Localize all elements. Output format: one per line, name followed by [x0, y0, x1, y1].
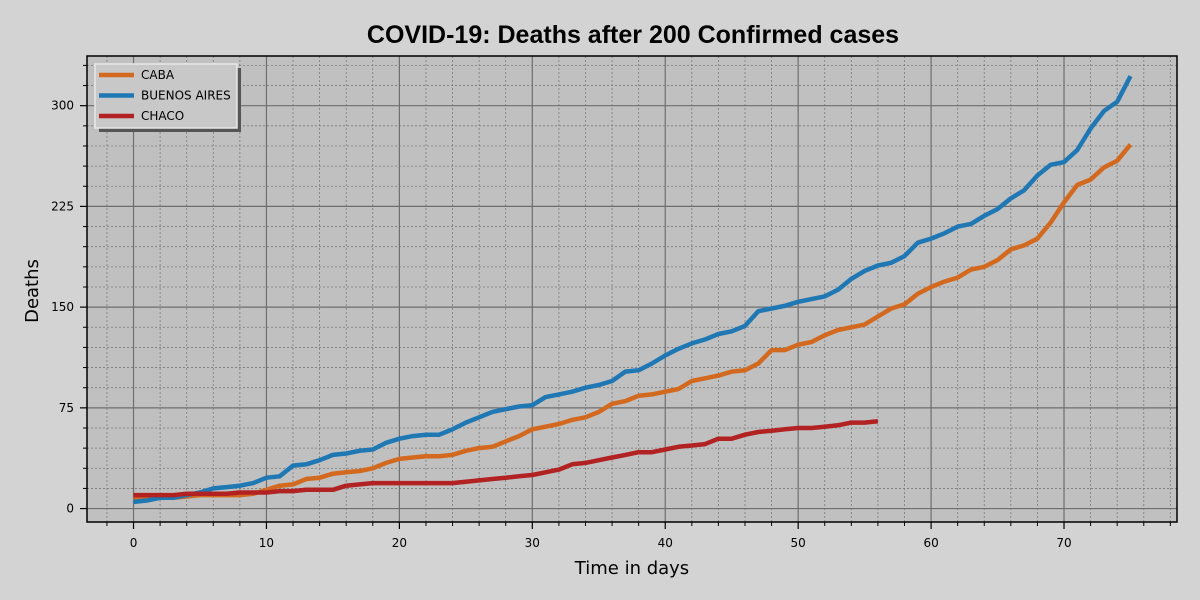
chart-title: COVID-19: Deaths after 200 Confirmed cas…: [367, 21, 899, 49]
x-tick-label: 40: [658, 536, 673, 550]
x-tick-label: 20: [392, 536, 407, 550]
legend-label: CHACO: [141, 109, 184, 123]
plot-background: [87, 56, 1177, 522]
series-line-caba: [133, 143, 1133, 501]
x-tick-label: 0: [130, 536, 138, 550]
legend: CABA BUENOS AIRES CHACO: [94, 63, 241, 132]
y-axis-label: Deaths: [22, 259, 43, 323]
x-tick-label: 70: [1056, 536, 1071, 550]
y-tick-label: 225: [51, 199, 74, 213]
series-line-buenos-aires: [133, 75, 1133, 505]
legend-label: BUENOS AIRES: [141, 89, 231, 103]
y-tick-label: 75: [59, 401, 74, 415]
series-line-chaco: [133, 419, 879, 498]
plot-frame: [86, 55, 1178, 523]
legend-label: CABA: [141, 68, 175, 82]
y-tick-label: 300: [51, 99, 74, 113]
plot-area: 0 10 20 30 40 50 60 70 0 75 150 225 300 CABA BUENOS AI…: [51, 55, 1178, 550]
x-tick-label: 10: [259, 536, 274, 550]
x-tick-label: 60: [923, 536, 938, 550]
x-tick-label: 50: [791, 536, 806, 550]
x-axis-label: Time in days: [574, 558, 689, 579]
y-tick-label: 0: [66, 502, 74, 516]
y-tick-label: 150: [51, 300, 74, 314]
x-tick-label: 30: [525, 536, 540, 550]
